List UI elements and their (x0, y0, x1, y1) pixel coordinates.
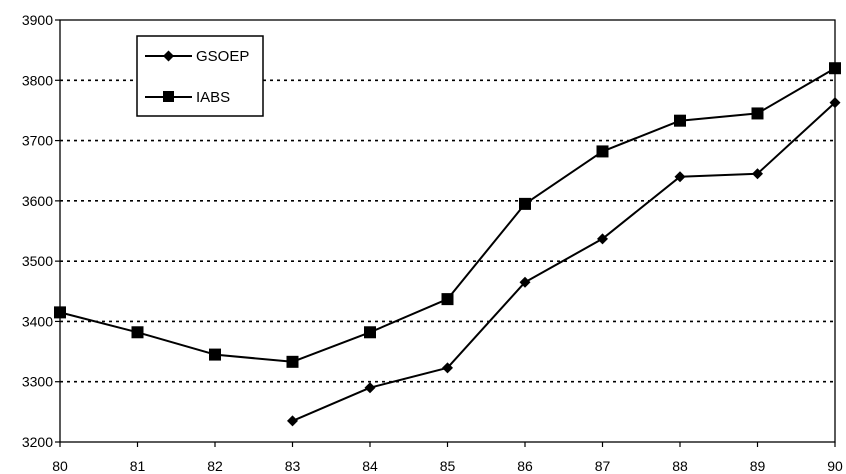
y-tick-label: 3600 (22, 193, 53, 209)
data-point-gsoep (752, 168, 763, 180)
data-point-gsoep (829, 97, 841, 109)
data-point-iabs (596, 145, 609, 158)
data-point-iabs (674, 114, 686, 127)
x-tick-label: 87 (595, 458, 611, 474)
data-point-gsoep (674, 171, 686, 183)
x-axis-tick-labels: 80 81 82 83 84 85 86 87 88 89 90 (52, 458, 843, 474)
data-point-iabs (286, 355, 299, 368)
x-tick-label: 84 (362, 458, 378, 474)
x-tick-label: 80 (52, 458, 68, 474)
legend-marker-iabs (163, 91, 174, 102)
data-point-iabs (441, 293, 454, 306)
x-tick-label: 82 (207, 458, 223, 474)
gridlines (60, 79, 835, 383)
legend-item-iabs: IABS (145, 89, 230, 106)
series-layer (54, 62, 841, 427)
legend-item-gsoep: GSOEP (145, 48, 249, 65)
data-point-gsoep (442, 362, 453, 374)
data-point-gsoep (519, 276, 531, 288)
legend: GSOEP IABS (136, 35, 264, 117)
x-tick-label: 88 (672, 458, 688, 474)
data-point-gsoep (364, 382, 376, 394)
x-tick-label: 90 (827, 458, 843, 474)
series-line-gsoep (292, 101, 836, 422)
data-point-iabs (364, 326, 376, 339)
legend-label-iabs: IABS (196, 89, 230, 106)
y-tick-label: 3500 (22, 253, 53, 269)
x-tick-label: 85 (440, 458, 456, 474)
y-tick-label: 3400 (22, 313, 53, 329)
legend-label-gsoep: GSOEP (196, 48, 249, 65)
y-tick-label: 3200 (22, 434, 53, 450)
y-tick-label: 3900 (22, 12, 53, 28)
y-tick-label: 3300 (22, 374, 53, 390)
y-axis-tick-labels: 3200 3300 3400 3500 3600 3700 3800 3900 (22, 12, 53, 450)
y-tick-label: 3700 (22, 133, 53, 149)
y-tick-label: 3800 (22, 72, 53, 88)
series-iabs (54, 62, 841, 368)
axes (55, 19, 836, 447)
data-point-gsoep (597, 233, 608, 245)
data-point-iabs (829, 62, 841, 75)
data-point-iabs (54, 306, 66, 319)
x-tick-label: 83 (285, 458, 301, 474)
series-gsoep (287, 97, 841, 427)
data-point-iabs (519, 197, 531, 210)
data-point-iabs (209, 348, 221, 361)
x-tick-label: 81 (130, 458, 146, 474)
legend-marker-gsoep (163, 50, 174, 62)
data-point-iabs (131, 326, 144, 339)
data-point-iabs (751, 107, 764, 120)
data-point-gsoep (287, 415, 298, 427)
x-tick-label: 86 (517, 458, 533, 474)
x-tick-label: 89 (750, 458, 766, 474)
legend-box (136, 35, 264, 117)
